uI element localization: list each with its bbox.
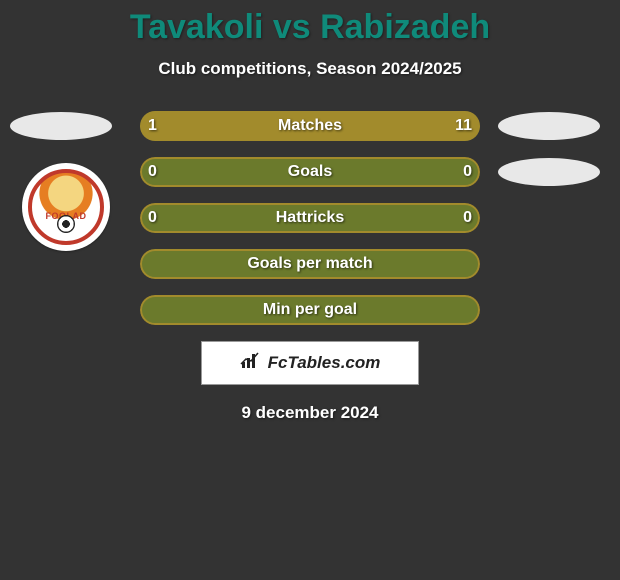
- stat-value-right: 0: [463, 203, 472, 233]
- stat-bar: [140, 295, 480, 325]
- stat-row: Min per goal: [0, 295, 620, 325]
- stat-bar: [140, 157, 480, 187]
- subtitle: Club competitions, Season 2024/2025: [0, 59, 620, 79]
- stat-value-right: 11: [455, 111, 472, 141]
- stat-bar-empty: [140, 295, 480, 325]
- player-right-ellipse: [498, 158, 600, 186]
- page-title: Tavakoli vs Rabizadeh: [0, 0, 620, 47]
- stat-bar-empty: [140, 249, 480, 279]
- stat-bar-right: [168, 111, 480, 141]
- chart-icon: [240, 352, 262, 375]
- stat-value-left: 0: [148, 157, 157, 187]
- stat-value-right: 0: [463, 157, 472, 187]
- stat-bar: [140, 111, 480, 141]
- club-badge: FOOLAD: [22, 163, 110, 251]
- stat-value-left: 0: [148, 203, 157, 233]
- stat-row: Goals per match: [0, 249, 620, 279]
- soccer-ball-icon: [57, 215, 75, 233]
- player-left-ellipse: [10, 112, 112, 140]
- club-badge-inner: FOOLAD: [28, 169, 104, 245]
- stat-bar-empty: [140, 203, 480, 233]
- stat-bar: [140, 203, 480, 233]
- date-label: 9 december 2024: [0, 403, 620, 423]
- stats-area: 111Matches00Goals00HattricksGoals per ma…: [0, 111, 620, 325]
- watermark: FcTables.com: [201, 341, 419, 385]
- stat-row: 111Matches: [0, 111, 620, 141]
- player-right-ellipse: [498, 112, 600, 140]
- stat-value-left: 1: [148, 111, 157, 141]
- comparison-card: Tavakoli vs Rabizadeh Club competitions,…: [0, 0, 620, 580]
- watermark-text: FcTables.com: [268, 353, 381, 373]
- stat-bar: [140, 249, 480, 279]
- stat-bar-empty: [140, 157, 480, 187]
